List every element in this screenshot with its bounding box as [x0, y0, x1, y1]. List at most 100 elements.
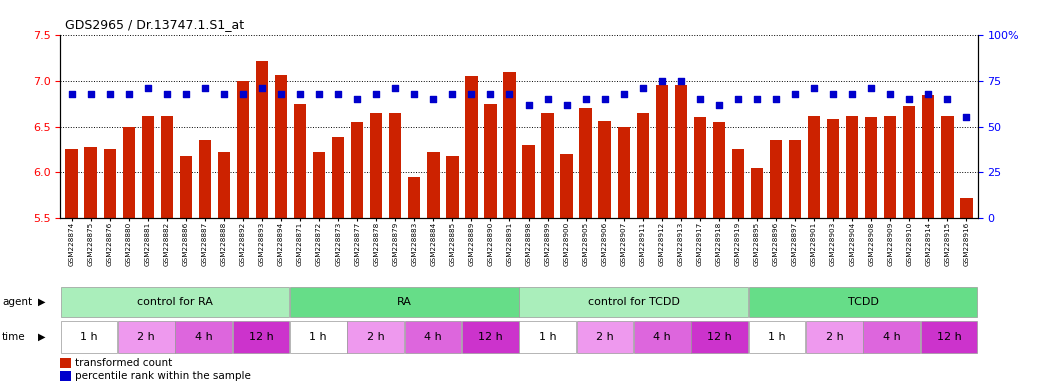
- Bar: [750, 167, 763, 218]
- Bar: [405, 321, 461, 353]
- Bar: [294, 104, 306, 218]
- Point: [330, 91, 347, 97]
- Point: [654, 78, 671, 84]
- Bar: [827, 119, 840, 218]
- Text: 12 h: 12 h: [707, 332, 732, 342]
- Bar: [941, 116, 954, 218]
- Point: [196, 85, 213, 91]
- Point: [387, 85, 404, 91]
- Point: [253, 85, 270, 91]
- Bar: [577, 321, 633, 353]
- Text: 12 h: 12 h: [477, 332, 502, 342]
- Text: 2 h: 2 h: [596, 332, 613, 342]
- Bar: [903, 106, 916, 218]
- Point: [768, 96, 785, 102]
- Point: [120, 91, 137, 97]
- Bar: [60, 358, 72, 368]
- Point: [102, 91, 118, 97]
- Bar: [370, 113, 382, 218]
- Bar: [233, 321, 290, 353]
- Point: [139, 85, 156, 91]
- Bar: [255, 61, 268, 218]
- Point: [159, 91, 175, 97]
- Bar: [921, 321, 978, 353]
- Bar: [636, 113, 649, 218]
- Bar: [618, 127, 630, 218]
- Bar: [656, 86, 668, 218]
- Point: [216, 91, 233, 97]
- Point: [501, 91, 518, 97]
- Point: [482, 91, 498, 97]
- Bar: [599, 121, 610, 218]
- Bar: [884, 116, 897, 218]
- Bar: [122, 127, 135, 218]
- Bar: [485, 104, 496, 218]
- Text: ▶: ▶: [38, 297, 46, 307]
- Text: 2 h: 2 h: [366, 332, 384, 342]
- Bar: [428, 152, 439, 218]
- Bar: [84, 147, 97, 218]
- Bar: [542, 113, 553, 218]
- Text: percentile rank within the sample: percentile rank within the sample: [75, 371, 251, 381]
- Text: time: time: [2, 332, 26, 342]
- Point: [863, 85, 879, 91]
- Bar: [519, 286, 748, 317]
- Bar: [290, 286, 519, 317]
- Bar: [693, 118, 706, 218]
- Bar: [446, 156, 459, 218]
- Point: [273, 91, 290, 97]
- Bar: [770, 140, 783, 218]
- Point: [920, 91, 936, 97]
- Bar: [865, 118, 877, 218]
- Bar: [519, 321, 576, 353]
- Text: 4 h: 4 h: [883, 332, 901, 342]
- Text: 4 h: 4 h: [425, 332, 442, 342]
- Bar: [748, 321, 805, 353]
- Text: 12 h: 12 h: [936, 332, 961, 342]
- Bar: [561, 154, 573, 218]
- Point: [711, 101, 728, 108]
- Bar: [846, 116, 858, 218]
- Point: [63, 91, 80, 97]
- Bar: [104, 149, 116, 218]
- Point: [691, 96, 708, 102]
- Point: [805, 85, 822, 91]
- Point: [730, 96, 746, 102]
- Bar: [922, 94, 934, 218]
- Point: [787, 91, 803, 97]
- Bar: [60, 371, 72, 381]
- Bar: [732, 149, 744, 218]
- Bar: [408, 177, 420, 218]
- Point: [901, 96, 918, 102]
- Point: [844, 91, 861, 97]
- Bar: [389, 113, 402, 218]
- Bar: [864, 321, 920, 353]
- Bar: [503, 72, 516, 218]
- Bar: [960, 198, 973, 218]
- Text: 1 h: 1 h: [539, 332, 556, 342]
- Text: agent: agent: [2, 297, 32, 307]
- Bar: [691, 321, 748, 353]
- Point: [882, 91, 899, 97]
- Point: [825, 91, 842, 97]
- Bar: [808, 116, 820, 218]
- Text: 1 h: 1 h: [309, 332, 327, 342]
- Point: [444, 91, 461, 97]
- Text: ▶: ▶: [38, 332, 46, 342]
- Bar: [118, 321, 174, 353]
- Text: control for TCDD: control for TCDD: [588, 297, 680, 307]
- Text: 1 h: 1 h: [768, 332, 786, 342]
- Bar: [748, 286, 978, 317]
- Text: RA: RA: [397, 297, 412, 307]
- Point: [577, 96, 594, 102]
- Bar: [60, 321, 117, 353]
- Bar: [807, 321, 863, 353]
- Bar: [237, 81, 249, 218]
- Bar: [161, 116, 173, 218]
- Bar: [522, 145, 535, 218]
- Bar: [275, 74, 288, 218]
- Bar: [218, 152, 230, 218]
- Text: 2 h: 2 h: [137, 332, 155, 342]
- Point: [597, 96, 613, 102]
- Point: [634, 85, 651, 91]
